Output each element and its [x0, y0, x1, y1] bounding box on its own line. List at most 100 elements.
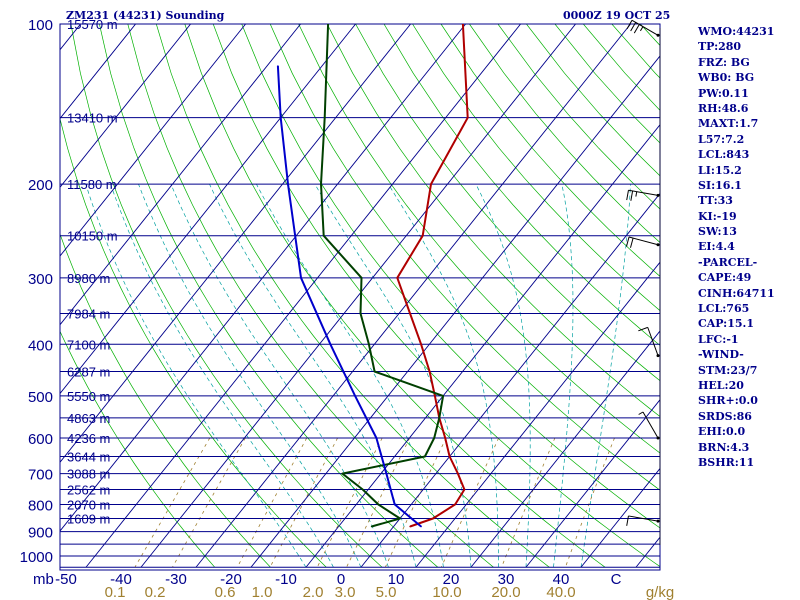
- height-label: 5550 m: [67, 389, 110, 404]
- wind-barb-base: [656, 243, 660, 247]
- moist-adiabat: [553, 184, 574, 568]
- temperature-point: [448, 455, 451, 458]
- isotherm: [0, 24, 26, 567]
- pressure-tick-label: 100: [28, 17, 53, 34]
- moist-adiabat: [580, 184, 631, 568]
- isotherm: [60, 24, 301, 326]
- dewpoint-point: [368, 343, 370, 346]
- dry-adiabat: [269, 24, 660, 491]
- isotherm: [195, 24, 631, 568]
- wind-barb: [638, 411, 660, 440]
- parcel-point: [279, 116, 282, 119]
- wind-barb-staff: [628, 236, 659, 246]
- dry-adiabat: [355, 24, 660, 382]
- dry-adiabat: [440, 24, 660, 277]
- isotherm: [60, 24, 136, 120]
- mixing-ratio-tick-label: 3.0: [335, 584, 356, 600]
- temperature-point: [421, 234, 424, 237]
- index-item: CAP:15.1: [698, 317, 755, 331]
- dewpoint-point: [322, 234, 325, 237]
- sounding-profiles: [276, 24, 469, 528]
- index-item: BSHR:11: [698, 455, 755, 469]
- wind-barb-flag: [626, 190, 629, 201]
- pressure-tick-label: 200: [28, 177, 53, 194]
- wind-barb-flag: [630, 237, 634, 248]
- isotherm: [470, 330, 660, 568]
- parcel-point: [420, 525, 422, 528]
- isotherm: [60, 24, 356, 395]
- isotherm: [305, 124, 660, 568]
- height-label: 11580 m: [67, 177, 117, 192]
- index-item: SI:16.1: [698, 178, 742, 192]
- mixing-ratio-tick-label: 0.1: [105, 584, 126, 600]
- temperature-point: [420, 343, 422, 346]
- height-label: 7984 m: [67, 306, 110, 321]
- temperature-tick-label: -50: [55, 571, 77, 588]
- dry-adiabat: [60, 233, 271, 568]
- parcel-point: [385, 472, 388, 475]
- dry-adiabat: [241, 24, 660, 529]
- height-label: 3644 m: [67, 449, 110, 464]
- parcel-point: [375, 437, 378, 439]
- moist-adiabat: [388, 183, 499, 568]
- index-item: STM:23/7: [698, 363, 758, 377]
- dry-adiabat: [60, 117, 327, 568]
- index-item: LCL:765: [698, 302, 750, 316]
- temperature-tick-label: 0: [337, 571, 345, 588]
- temperature-point: [409, 312, 411, 315]
- pressure-tick-label: 700: [28, 467, 53, 484]
- temperature-tick-label: -30: [165, 571, 187, 588]
- dry-adiabat: [127, 24, 494, 568]
- background-grid: [0, 24, 660, 568]
- temperature-tick-label: 20: [443, 571, 460, 588]
- temperature-point: [430, 183, 432, 185]
- height-label: 6287 m: [67, 365, 110, 380]
- index-item: SHR+:0.0: [698, 394, 758, 408]
- moist-adiabat: [475, 183, 531, 568]
- mixing-ratio-tick-label: 0.6: [215, 584, 236, 600]
- temperature-point: [462, 24, 464, 25]
- mixing-ratio-line: [565, 437, 615, 568]
- temperature-tick-label: C: [611, 571, 622, 588]
- dry-adiabat: [326, 24, 660, 418]
- dewpoint-point: [323, 116, 326, 119]
- height-label: 7100 m: [67, 337, 110, 352]
- wind-barb-flag: [625, 236, 630, 247]
- dewpoint-point: [341, 472, 344, 475]
- index-item: HEL:20: [698, 378, 744, 392]
- isotherm: [360, 192, 660, 568]
- isotherm: [580, 467, 660, 568]
- temperature-point: [409, 525, 411, 528]
- mixing-ratio-line: [316, 437, 383, 568]
- sounding-time: 0000Z 19 OCT 25: [563, 9, 671, 22]
- mixing-ratio-tick-label: g/kg: [646, 584, 674, 600]
- wind-barb: [626, 19, 660, 37]
- dry-adiabat: [184, 24, 606, 568]
- temperature-tick-label: 30: [498, 571, 515, 588]
- mixing-ratio-line: [440, 437, 499, 568]
- dewpoint-point: [370, 525, 373, 528]
- temperature-tick-label: -40: [110, 571, 132, 588]
- temperature-point: [432, 517, 434, 520]
- dewpoint-point: [424, 455, 426, 458]
- height-label: 10150 m: [67, 229, 118, 244]
- dewpoint-point: [320, 183, 322, 185]
- moist-adiabat: [314, 183, 472, 568]
- index-item: SW:13: [698, 225, 737, 239]
- pressure-unit-label: mb: [33, 571, 54, 588]
- pressure-tick-label: 900: [28, 525, 53, 542]
- index-item: -PARCEL-: [698, 255, 758, 269]
- temperature-point: [444, 437, 447, 439]
- wind-barb-half-flag: [638, 411, 644, 415]
- dry-adiabat: [155, 24, 550, 568]
- index-item: LFC:-1: [698, 332, 739, 346]
- pressure-tick-label: 500: [28, 389, 53, 406]
- index-item: TT:33: [698, 194, 733, 208]
- wind-barb: [626, 189, 660, 201]
- height-label: 3088 m: [67, 467, 110, 482]
- wind-barb-flag: [626, 515, 629, 526]
- index-item: EHI:0.0: [698, 425, 746, 439]
- parcel-point: [277, 65, 279, 67]
- parcel-point: [287, 183, 289, 185]
